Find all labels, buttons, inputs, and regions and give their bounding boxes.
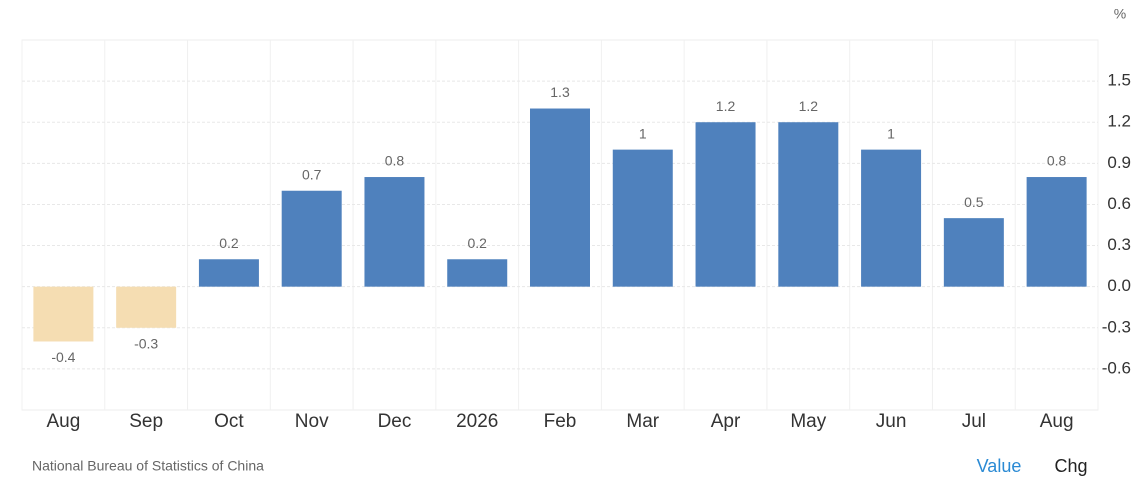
y-tick-label: 0.9 <box>1107 153 1131 172</box>
x-tick-label: 2026 <box>456 411 498 432</box>
x-tick-label: Oct <box>214 411 244 432</box>
x-tick-label: Feb <box>544 411 577 432</box>
value-label: 1.2 <box>716 98 736 114</box>
bar <box>943 218 1004 287</box>
x-tick-label: Dec <box>378 411 412 432</box>
bar <box>530 108 590 287</box>
value-label: 1 <box>887 125 895 141</box>
bar <box>198 259 259 287</box>
x-tick-label: Aug <box>1040 411 1074 432</box>
chg-button[interactable]: Chg <box>1054 456 1087 476</box>
value-label: -0.4 <box>51 349 75 365</box>
bar <box>33 286 94 342</box>
value-label: 1.3 <box>550 84 570 100</box>
x-tick-label: Mar <box>626 411 659 432</box>
y-tick-label: 0.0 <box>1107 276 1131 295</box>
unit-label: % <box>1114 6 1126 22</box>
value-label: 1.2 <box>799 98 819 114</box>
y-tick-label: 1.2 <box>1107 112 1131 131</box>
value-label: 0.5 <box>964 194 984 210</box>
x-tick-label: Jun <box>876 411 907 432</box>
y-tick-label: -0.6 <box>1102 358 1131 377</box>
x-tick-label: Sep <box>129 411 163 432</box>
bar <box>116 286 177 328</box>
bar <box>861 149 922 287</box>
bar <box>1026 177 1087 287</box>
value-label: 0.8 <box>385 153 405 169</box>
value-label: -0.3 <box>134 335 158 351</box>
bar <box>447 259 508 287</box>
value-label: 0.2 <box>467 235 487 251</box>
bar <box>281 190 342 287</box>
y-tick-label: 0.3 <box>1107 235 1131 254</box>
x-tick-label: Nov <box>295 411 329 432</box>
value-label: 0.2 <box>219 235 239 251</box>
bar <box>778 122 839 287</box>
x-tick-label: Jul <box>962 411 986 432</box>
value-button[interactable]: Value <box>977 456 1022 476</box>
value-label: 0.7 <box>302 166 322 182</box>
bar <box>695 122 756 287</box>
source: National Bureau of Statistics of China <box>32 458 264 474</box>
value-label: 0.8 <box>1047 153 1067 169</box>
x-tick-label: Aug <box>46 411 80 432</box>
x-tick-label: May <box>790 411 826 432</box>
y-tick-label: -0.3 <box>1102 317 1131 336</box>
y-tick-label: 1.5 <box>1107 71 1131 90</box>
value-label: 1 <box>639 125 647 141</box>
bar <box>612 149 673 287</box>
y-tick-label: 0.6 <box>1107 194 1131 213</box>
x-tick-label: Apr <box>711 411 741 432</box>
bar <box>364 177 425 287</box>
